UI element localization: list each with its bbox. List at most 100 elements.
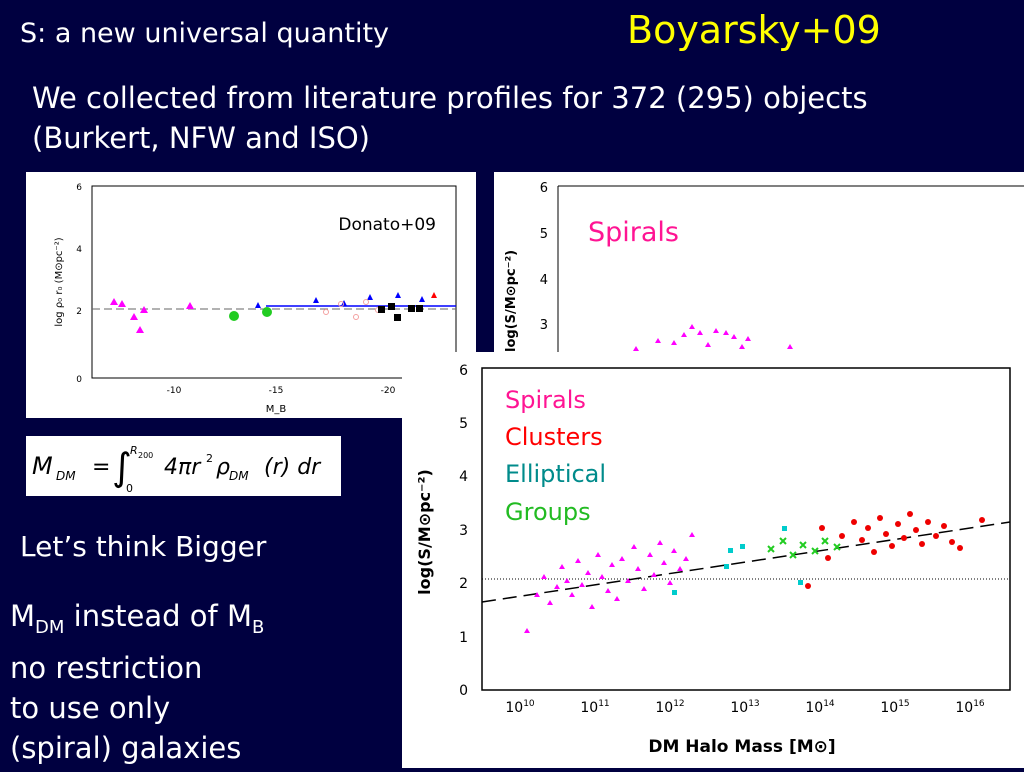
main-ytick-4: 4 bbox=[459, 469, 468, 485]
spirals-point bbox=[671, 340, 677, 345]
cluster-point bbox=[949, 539, 955, 545]
donato-point bbox=[408, 305, 415, 312]
donato-point bbox=[255, 302, 261, 308]
donato-ytick-6: 6 bbox=[76, 183, 82, 193]
elliptical-point bbox=[740, 544, 745, 549]
donato-point bbox=[140, 306, 148, 313]
group-point bbox=[767, 545, 775, 553]
spiral-point bbox=[661, 560, 667, 565]
notes-line-4: (spiral) galaxies bbox=[10, 730, 242, 765]
spirals-point bbox=[697, 330, 703, 335]
spirals-point bbox=[705, 342, 711, 347]
cluster-point bbox=[805, 583, 811, 589]
spirals-ytick-4: 4 bbox=[540, 273, 548, 288]
spirals-ytick-5: 5 bbox=[540, 227, 548, 242]
spirals-ytick-3: 3 bbox=[540, 318, 548, 333]
cluster-point bbox=[907, 511, 913, 517]
spiral-point bbox=[575, 558, 581, 563]
spirals-point bbox=[723, 330, 729, 335]
spirals-ylabel: log(S/M⊙pc⁻²) bbox=[504, 250, 519, 352]
spiral-point bbox=[647, 552, 653, 557]
main-xtick-12: 1012 bbox=[655, 699, 684, 716]
spiral-point bbox=[683, 556, 689, 561]
spirals-point bbox=[681, 332, 687, 337]
formula-upper-limit: R bbox=[130, 444, 138, 457]
spiral-point bbox=[541, 574, 547, 579]
donato-point bbox=[130, 313, 138, 320]
main-xtick-10: 1010 bbox=[505, 699, 535, 716]
spirals-point bbox=[745, 336, 751, 341]
spiral-point bbox=[605, 588, 611, 593]
spiral-point bbox=[651, 572, 657, 577]
spiral-point bbox=[524, 628, 530, 633]
spirals-legend: Spirals bbox=[588, 217, 679, 248]
spiral-point bbox=[559, 564, 565, 569]
notes-line-2: no restriction bbox=[10, 650, 203, 685]
spiral-point bbox=[534, 592, 540, 597]
donato-point bbox=[394, 314, 401, 321]
cluster-point bbox=[825, 555, 831, 561]
donato-point bbox=[353, 314, 359, 320]
spirals-plot-panel: 6 5 4 3 log(S/M⊙pc⁻²) Spirals bbox=[494, 172, 1024, 352]
donato-plot-frame bbox=[91, 185, 457, 379]
spirals-point bbox=[787, 344, 793, 349]
spiral-point bbox=[631, 544, 637, 549]
donato-points bbox=[110, 292, 437, 333]
main-ytick-6: 6 bbox=[459, 363, 468, 379]
formula-m: M bbox=[32, 452, 53, 480]
donato-point bbox=[367, 294, 373, 300]
cluster-point bbox=[979, 517, 985, 523]
spirals-point bbox=[633, 346, 639, 351]
cluster-point bbox=[919, 541, 925, 547]
donato-point bbox=[363, 299, 369, 305]
intro-text: We collected from literature profiles fo… bbox=[32, 78, 1012, 158]
main-xtick-16: 1016 bbox=[955, 699, 985, 716]
legend-groups: Groups bbox=[505, 498, 591, 526]
donato-point bbox=[341, 300, 347, 306]
cluster-point bbox=[913, 527, 919, 533]
donato-point bbox=[186, 302, 194, 309]
formula-rho: ρ bbox=[216, 455, 230, 480]
donato-point bbox=[416, 305, 423, 312]
spirals-point bbox=[713, 328, 719, 333]
donato-xtick-15: -15 bbox=[269, 386, 284, 396]
spirals-point bbox=[739, 344, 745, 349]
donato-plot: 0 2 4 6 -10 -15 -20 M_B log ρ₀ r₀ (M⊙pc⁻… bbox=[54, 183, 457, 415]
donato-ytick-4: 4 bbox=[76, 245, 82, 255]
spiral-point bbox=[564, 578, 570, 583]
donato-point bbox=[378, 306, 385, 313]
cluster-point bbox=[933, 533, 939, 539]
spiral-point bbox=[657, 540, 663, 545]
donato-point bbox=[388, 303, 395, 310]
spiral-point bbox=[689, 532, 695, 537]
donato-point bbox=[323, 309, 329, 315]
spirals-point bbox=[655, 338, 661, 343]
spiral-point bbox=[641, 586, 647, 591]
spiral-point bbox=[614, 596, 620, 601]
spiral-point bbox=[677, 566, 683, 571]
main-plot: 0 1 2 3 4 5 6 1010 1011 1012 1013 1014 1… bbox=[415, 363, 1011, 757]
cluster-point bbox=[819, 525, 825, 531]
mass-formula: M DM = ∫ R 200 0 4πr 2 ρ DM (r) dr bbox=[26, 436, 341, 496]
spiral-point bbox=[554, 584, 560, 589]
cluster-point bbox=[865, 525, 871, 531]
spiral-point bbox=[599, 574, 605, 579]
donato-point bbox=[136, 326, 144, 333]
notes-b-subscript: B bbox=[252, 616, 265, 638]
formula-upper-limit-sub: 200 bbox=[138, 451, 153, 460]
elliptical-point bbox=[724, 564, 729, 569]
donato-point bbox=[313, 297, 319, 303]
spiral-point bbox=[635, 566, 641, 571]
spiral-point bbox=[579, 582, 585, 587]
donato-point bbox=[395, 292, 401, 298]
cluster-point bbox=[851, 519, 857, 525]
mass-formula-equation: M DM = ∫ R 200 0 4πr 2 ρ DM (r) dr bbox=[32, 444, 322, 495]
donato-point bbox=[419, 296, 425, 302]
main-xlabel: DM Halo Mass [M⊙] bbox=[648, 737, 835, 757]
cluster-point bbox=[839, 533, 845, 539]
group-point bbox=[789, 551, 797, 559]
formula-equals: = bbox=[92, 455, 110, 480]
main-xtick-15: 1015 bbox=[880, 699, 909, 716]
main-ytick-2: 2 bbox=[459, 576, 468, 592]
donato-xtick-20: -20 bbox=[381, 386, 396, 396]
